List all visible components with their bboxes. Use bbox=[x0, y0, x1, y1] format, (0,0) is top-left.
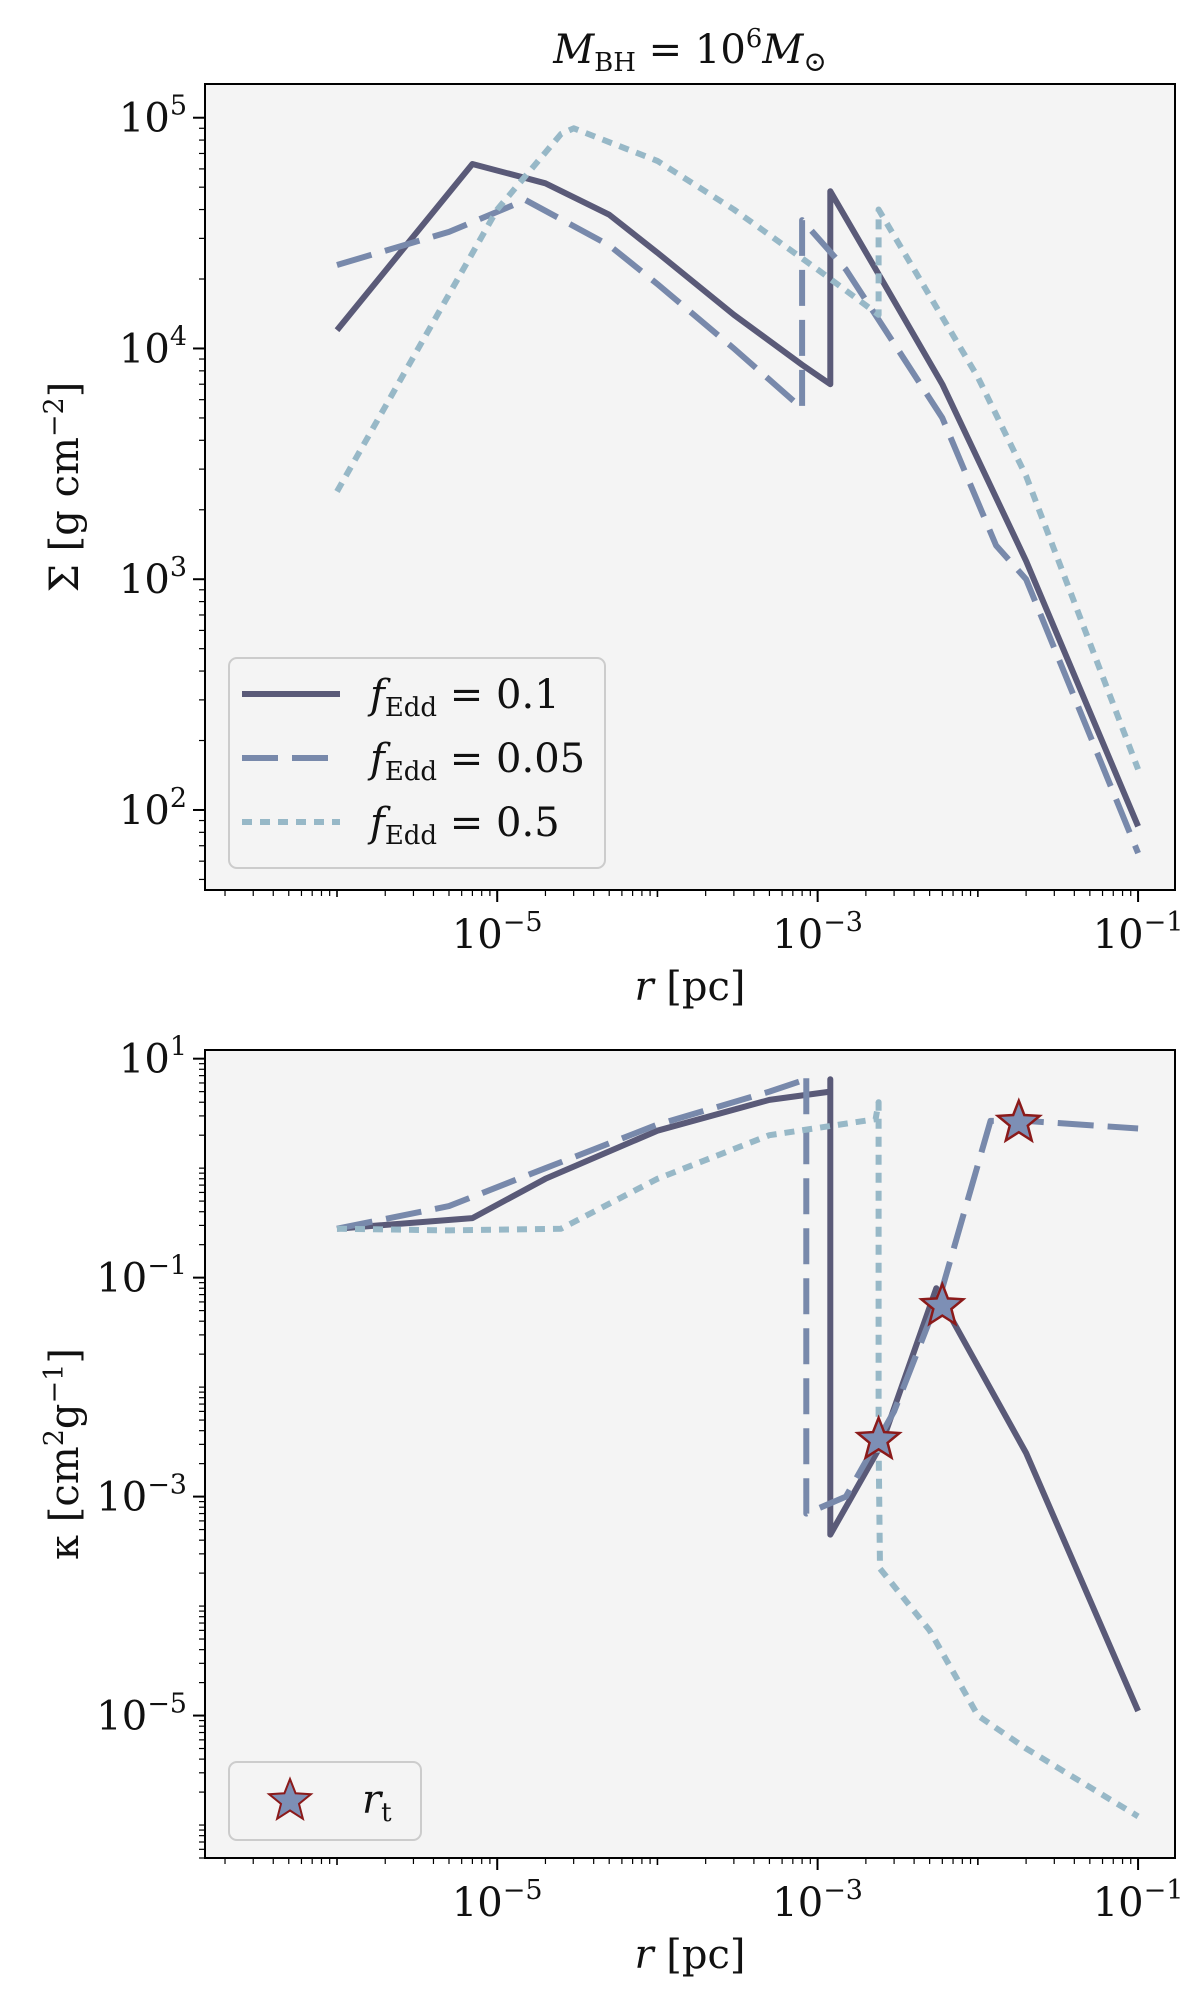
x-axis-label-bottom: r [pc] bbox=[634, 1932, 745, 1978]
legend-label-fedd-0.5: fEdd = 0.5 bbox=[367, 800, 560, 851]
series-group-top bbox=[334, 125, 1141, 855]
y-minor-ticks-bottom bbox=[199, 1058, 205, 1859]
series-line-fedd-0.5 bbox=[336, 1099, 1140, 1819]
transition-radius-star-icon bbox=[918, 1280, 967, 1327]
legend-top: fEdd = 0.1 fEdd = 0.05 fEdd = 0.5 bbox=[228, 657, 606, 869]
figure-title: MBH = 106M⊙ bbox=[552, 24, 827, 78]
y-tick-label: 102 bbox=[119, 783, 187, 834]
panel-opacity: 10−5 10−3 10−1 10−5 10−3 10−1 101 r [pc] κ [c… bbox=[39, 1032, 1183, 1978]
x-minor-ticks-bottom bbox=[224, 1858, 1139, 1865]
series-line-fedd-0.5 bbox=[334, 125, 1141, 771]
y-tick-label: 10−1 bbox=[96, 1251, 187, 1302]
x-tick-label: 10−1 bbox=[1093, 1875, 1184, 1926]
legend-label-fedd-0.05: fEdd = 0.05 bbox=[367, 736, 585, 787]
series-line-fedd-0.1 bbox=[334, 161, 1141, 828]
series-line-fedd-0.05 bbox=[336, 1072, 1139, 1517]
legend-star-icon bbox=[266, 1776, 314, 1822]
y-tick-label: 101 bbox=[119, 1032, 187, 1083]
y-axis-ticks-top: 102 103 104 105 bbox=[119, 91, 205, 834]
legend-box-bottom bbox=[228, 1761, 422, 1841]
legend-label-fedd-0.1: fEdd = 0.1 bbox=[367, 672, 560, 723]
transition-radius-markers bbox=[854, 1097, 1043, 1461]
x-tick-label: 10−3 bbox=[772, 1875, 863, 1926]
x-axis-ticks-top: 10−5 10−3 10−1 bbox=[452, 890, 1184, 958]
y-tick-label: 105 bbox=[119, 91, 187, 142]
x-tick-label: 10−5 bbox=[452, 1875, 543, 1926]
y-axis-label-top: Σ [g cm−2] bbox=[39, 382, 88, 593]
y-tick-label: 103 bbox=[119, 552, 187, 603]
panel-surface-density: 10−5 10−3 10−1 102 103 104 105 r [pc] Σ [g cm… bbox=[39, 83, 1184, 1010]
transition-radius-star-icon bbox=[854, 1414, 903, 1461]
x-minor-ticks-top bbox=[224, 890, 1139, 897]
y-tick-label: 104 bbox=[119, 321, 187, 372]
y-axis-ticks-bottom: 10−5 10−3 10−1 101 bbox=[96, 1032, 205, 1740]
x-axis-ticks-bottom: 10−5 10−3 10−1 bbox=[452, 1858, 1184, 1926]
series-line-fedd-0.05 bbox=[336, 197, 1141, 855]
y-tick-label: 10−3 bbox=[96, 1470, 187, 1521]
y-axis-label-bottom: κ [cm2g−1] bbox=[39, 1348, 88, 1560]
transition-radius-star-icon bbox=[994, 1097, 1043, 1144]
y-minor-ticks-top bbox=[199, 117, 205, 881]
x-tick-label: 10−3 bbox=[772, 907, 863, 958]
x-tick-label: 10−5 bbox=[452, 907, 543, 958]
x-axis-label-top: r [pc] bbox=[634, 964, 745, 1010]
plot-area-bottom bbox=[204, 1049, 1176, 1859]
legend-box-top bbox=[228, 657, 606, 869]
legend-label-rt: rt bbox=[362, 1777, 392, 1828]
y-tick-label: 10−5 bbox=[96, 1689, 187, 1740]
legend-bottom: rt bbox=[228, 1761, 422, 1841]
x-tick-label: 10−1 bbox=[1093, 907, 1184, 958]
